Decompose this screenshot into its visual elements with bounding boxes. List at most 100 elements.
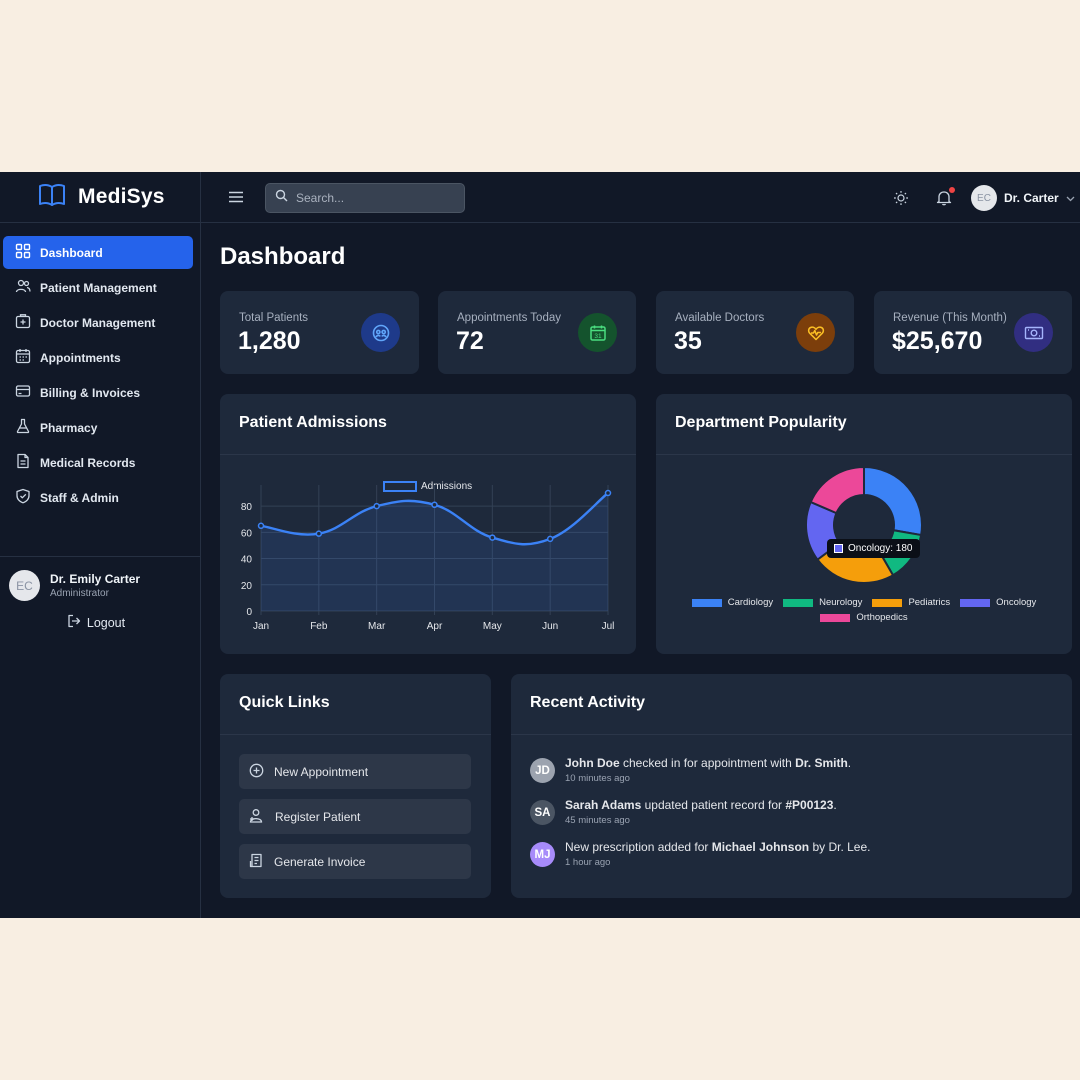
y-tick-label: 0	[246, 607, 252, 618]
activity-end: .	[833, 798, 837, 812]
sidebar-item-label: Doctor Management	[40, 315, 156, 330]
logout-label: Logout	[86, 615, 126, 630]
stat-value: 72	[456, 327, 484, 355]
data-point[interactable]	[604, 489, 612, 497]
credit-card-icon	[15, 383, 31, 402]
legend-label: Pediatrics	[908, 597, 951, 608]
sidebar-item-label: Pharmacy	[40, 420, 98, 435]
sidebar-item-appointments[interactable]: Appointments	[3, 341, 193, 374]
generate-invoice-button[interactable]: Generate Invoice	[239, 844, 471, 879]
sidebar-item-doctor-management[interactable]: Doctor Management	[3, 306, 193, 339]
stat-label: Available Doctors	[675, 312, 765, 324]
hamburger-menu-icon[interactable]	[228, 190, 244, 209]
grid-icon	[15, 243, 31, 262]
plus-circle-icon	[249, 763, 264, 781]
sidebar-item-label: Staff & Admin	[40, 490, 119, 505]
y-tick-label: 40	[241, 555, 253, 566]
x-tick-label: Jan	[253, 621, 269, 632]
sidebar-item-medical-records[interactable]: Medical Records	[3, 446, 193, 479]
activity-action: updated patient record for	[641, 798, 786, 812]
patient-admissions-card: Patient Admissions Admissions 0 20 40 60 80 Ja…	[220, 394, 636, 654]
activity-target: #P00123	[785, 798, 834, 812]
sidebar-item-dashboard[interactable]: Dashboard	[3, 236, 193, 269]
activity-end: by Dr. Lee.	[809, 840, 871, 854]
user-role: Administrator	[50, 588, 109, 599]
series-area	[261, 493, 608, 611]
theme-toggle-icon[interactable]	[893, 190, 909, 211]
user-menu[interactable]: EC Dr. Carter	[971, 185, 1075, 211]
legend-swatch	[691, 598, 722, 607]
search-box[interactable]	[265, 183, 465, 213]
page-title: Dashboard	[220, 243, 346, 270]
stat-label: Revenue (This Month)	[893, 312, 1007, 324]
legend-label: Orthopedics	[856, 612, 908, 623]
svg-text:31: 31	[594, 333, 602, 340]
data-point[interactable]	[373, 502, 380, 510]
activity-time: 10 minutes ago	[565, 773, 630, 784]
card-title: Quick Links	[220, 674, 491, 735]
data-point[interactable]	[431, 501, 438, 509]
sidebar-item-billing[interactable]: Billing & Invoices	[3, 376, 193, 409]
legend-item[interactable]: Neurology	[783, 597, 862, 608]
avatar[interactable]: EC	[9, 570, 40, 601]
button-label: Register Patient	[275, 809, 361, 824]
legend-item[interactable]: Orthopedics	[820, 612, 908, 623]
sidebar-item-staff-admin[interactable]: Staff & Admin	[3, 481, 193, 514]
stat-card-available-doctors: Available Doctors 35	[656, 291, 854, 374]
stat-value: $25,670	[892, 327, 983, 355]
legend-item[interactable]: Oncology	[960, 597, 1036, 608]
chevron-down-icon	[1066, 189, 1075, 207]
button-label: New Appointment	[274, 764, 369, 779]
pie-slice[interactable]	[809, 465, 865, 515]
search-icon	[275, 189, 288, 207]
data-point[interactable]	[489, 534, 496, 541]
legend-swatch	[783, 598, 814, 607]
search-input[interactable]	[296, 191, 446, 205]
x-tick-label: Jul	[602, 621, 615, 632]
legend-label: Oncology	[996, 597, 1037, 608]
register-patient-button[interactable]: Register Patient	[239, 799, 471, 834]
users-icon	[15, 278, 31, 297]
legend-label: Admissions	[421, 481, 472, 492]
legend-item[interactable]: Pediatrics	[872, 597, 950, 608]
logout-button[interactable]: Logout	[0, 614, 200, 631]
legend-label: Cardiology	[727, 597, 774, 608]
avatar: SA	[530, 800, 555, 825]
recent-activity-card: Recent Activity JD John Doe checked in f…	[511, 674, 1072, 898]
card-title: Department Popularity	[656, 394, 1072, 455]
activity-text: Sarah Adams updated patient record for #…	[565, 798, 837, 812]
sidebar-item-label: Billing & Invoices	[40, 385, 141, 400]
data-point[interactable]	[257, 522, 265, 530]
data-point[interactable]	[546, 535, 554, 543]
activity-text: John Doe checked in for appointment with…	[565, 756, 851, 770]
department-popularity-card: Department Popularity Oncology: 180 Card…	[656, 394, 1072, 654]
activity-item: JD John Doe checked in for appointment w…	[530, 756, 851, 784]
users-icon	[361, 313, 400, 352]
avatar: MJ	[530, 842, 555, 867]
activity-target: Michael Johnson	[711, 840, 810, 854]
tooltip-text: Oncology: 180	[848, 543, 913, 554]
user-name: Dr. Carter	[1004, 191, 1059, 205]
sidebar-item-label: Medical Records	[40, 455, 136, 470]
activity-target: Dr. Smith	[795, 756, 848, 770]
new-appointment-button[interactable]: New Appointment	[239, 754, 471, 789]
tooltip-swatch	[834, 544, 843, 553]
brand[interactable]: MediSys	[0, 172, 200, 223]
sidebar-user-panel: EC Dr. Emily Carter Administrator Logout	[0, 556, 200, 631]
data-point[interactable]	[315, 530, 323, 537]
sidebar-item-pharmacy[interactable]: Pharmacy	[3, 411, 193, 444]
button-label: Generate Invoice	[274, 854, 366, 869]
notification-bell-icon[interactable]	[936, 189, 952, 211]
legend-label: Neurology	[819, 597, 863, 608]
main-content: Dashboard Total Patients 1,280 Appointme…	[201, 223, 1080, 918]
calendar-icon: 31	[578, 313, 617, 352]
sidebar-item-patient-management[interactable]: Patient Management	[3, 271, 193, 304]
legend-swatch	[820, 613, 851, 622]
card-title: Recent Activity	[511, 674, 1072, 735]
book-icon	[38, 183, 66, 212]
legend-item[interactable]: Cardiology	[691, 597, 774, 608]
flask-icon	[15, 418, 31, 437]
brand-name: MediSys	[78, 185, 165, 208]
pie-slice[interactable]	[863, 465, 923, 537]
sidebar-item-label: Appointments	[40, 350, 121, 365]
